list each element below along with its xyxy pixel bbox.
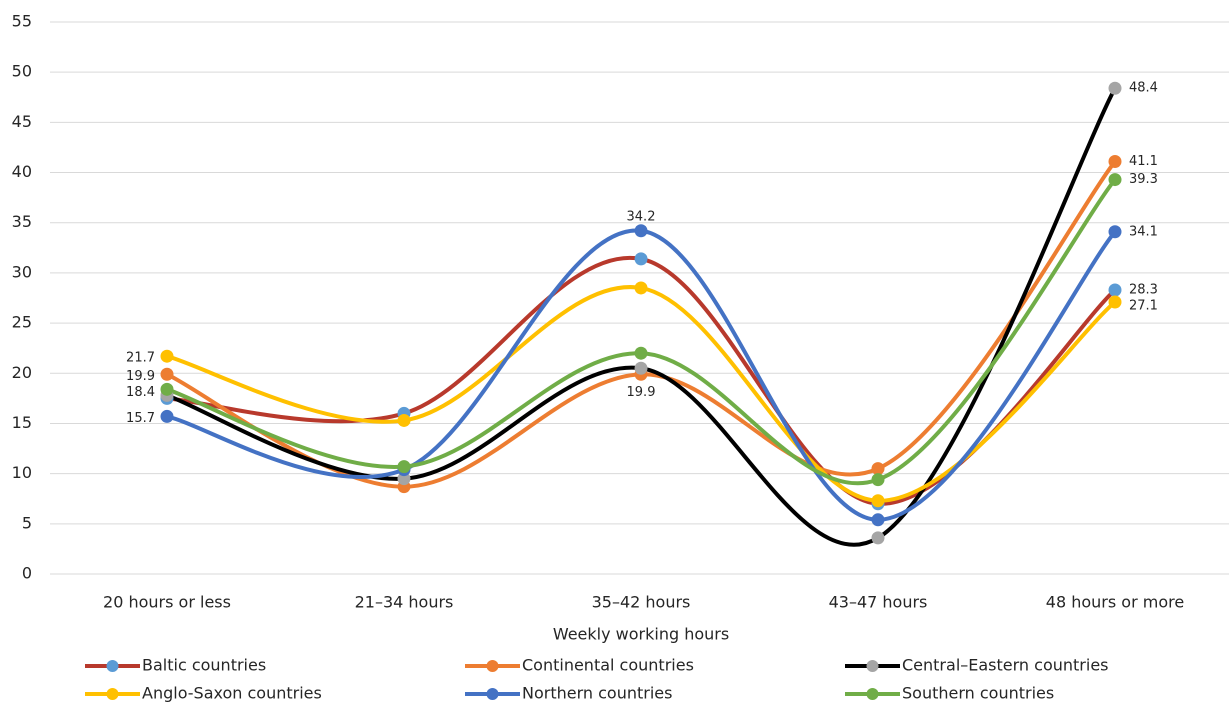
data-label: 48.4 [1129,81,1158,96]
series-marker [871,494,885,508]
series-marker [871,462,885,476]
y-tick-label: 45 [12,112,32,131]
y-tick-label: 5 [22,513,32,532]
series-marker [160,367,174,381]
series-marker [634,281,648,295]
x-tick-label: 48 hours or more [1046,593,1184,612]
y-tick-label: 25 [12,313,32,332]
legend-label: Central–Eastern countries [902,656,1109,675]
y-tick-label: 0 [22,564,32,583]
legend-marker [866,660,879,672]
y-tick-label: 30 [12,262,32,281]
data-label: 21.7 [126,351,155,366]
legend-label: Southern countries [902,684,1054,703]
y-tick-label: 10 [12,463,32,482]
legend-label: Northern countries [522,684,672,703]
series-marker [871,531,885,545]
legend-marker [106,688,119,700]
series-line [165,177,1117,486]
y-tick-label: 40 [12,162,32,181]
y-tick-label: 55 [12,12,32,31]
series-marker [871,513,885,527]
series-marker [1108,155,1122,169]
data-label: 39.3 [1129,172,1158,187]
series-marker [634,252,648,266]
series-marker [1108,295,1122,309]
series-marker [397,460,411,474]
data-label: 15.7 [126,411,155,426]
y-tick-label: 35 [12,212,32,231]
series-marker [160,409,174,423]
data-label: 28.3 [1129,282,1158,297]
data-label: 34.1 [1129,224,1158,239]
series-marker [397,413,411,427]
y-tick-label: 20 [12,363,32,382]
series-marker [1108,225,1122,239]
y-tick-label: 15 [12,413,32,432]
data-label: 34.2 [627,209,656,224]
data-label: 18.4 [126,385,155,400]
series-marker [1108,173,1122,187]
legend-marker [866,688,879,700]
legend-marker [486,660,499,672]
legend-label: Baltic countries [142,656,266,675]
data-label: 41.1 [1129,154,1158,169]
series-line [165,228,1117,522]
series-marker [634,346,648,360]
series-marker [871,473,885,487]
data-label: 27.1 [1129,298,1158,313]
x-tick-label: 20 hours or less [103,593,231,612]
series-marker [160,382,174,396]
x-tick-label: 43–47 hours [829,593,928,612]
y-tick-label: 50 [12,62,32,81]
series-marker [634,361,648,375]
series-marker [1108,81,1122,95]
series-marker [160,349,174,363]
legend-label: Anglo-Saxon countries [142,684,322,703]
data-label: 19.9 [627,385,656,400]
data-label: 19.9 [126,369,155,384]
series-marker [1108,283,1122,297]
x-axis-title: Weekly working hours [553,625,729,644]
legend-marker [486,688,499,700]
series-marker [397,472,411,486]
x-tick-label: 21–34 hours [355,593,454,612]
legend-label: Continental countries [522,656,694,675]
legend-marker [106,660,119,672]
x-tick-label: 35–42 hours [592,593,691,612]
series-marker [634,224,648,238]
